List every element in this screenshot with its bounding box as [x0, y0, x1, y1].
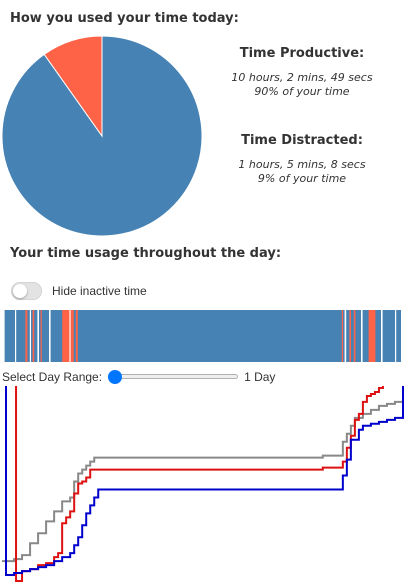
day-range-value: 1 Day [244, 370, 276, 384]
timeline-segment-inactive[interactable] [49, 310, 51, 362]
timeline-segment-distracted[interactable] [32, 310, 35, 362]
day-range-thumb[interactable] [108, 370, 123, 384]
timeline-segment-inactive[interactable] [361, 310, 363, 362]
timeline-segment-distracted[interactable] [353, 310, 356, 362]
day-range-label: Select Day Range: [2, 370, 103, 384]
distracted-stats: Time Distracted: 1 hours, 5 mins, 8 secs… [222, 133, 382, 186]
day-range-slider[interactable] [108, 370, 239, 384]
timeline-segment-inactive[interactable] [401, 310, 403, 362]
timeline-segment-inactive[interactable] [37, 310, 39, 362]
hide-inactive-toggle[interactable] [11, 282, 42, 300]
productive-title: Time Productive: [239, 46, 365, 61]
pie-slice-distracted[interactable] [43, 35, 103, 138]
cumulative-series-line [2, 395, 404, 563]
time-today-heading: How you used your time today: [10, 11, 239, 26]
timeline-segment-inactive[interactable] [381, 310, 383, 362]
distracted-percent: 9% of your time [257, 172, 347, 185]
timeline-segment-distracted[interactable] [341, 310, 343, 362]
day-range-row: Select Day Range: 1 Day [2, 368, 275, 386]
timeline-segment-inactive[interactable] [29, 310, 31, 362]
timeline-segment-distracted[interactable] [25, 310, 28, 362]
timeline-segment-inactive[interactable] [15, 310, 17, 362]
timeline-segment-distracted[interactable] [75, 310, 78, 362]
timeline-segment-inactive[interactable] [69, 310, 71, 362]
hide-inactive-label: Hide inactive time [52, 284, 147, 298]
timeline-segment-inactive[interactable] [3, 310, 5, 362]
cumulative-series-line [15, 386, 384, 583]
time-pie-chart [1, 35, 203, 237]
hide-inactive-row: Hide inactive time [11, 281, 147, 301]
cumulative-series-line [5, 386, 404, 577]
timeline-segment-inactive[interactable] [395, 310, 397, 362]
usage-heading: Your time usage throughout the day: [10, 246, 282, 261]
timeline-segment-inactive[interactable] [344, 310, 347, 362]
productive-percent: 90% of your time [254, 85, 350, 98]
day-range-track [110, 374, 239, 379]
usage-timeline-chart [3, 310, 403, 362]
timeline-segment-distracted[interactable] [349, 310, 351, 362]
cumulative-time-chart [2, 386, 404, 583]
timeline-segment-distracted[interactable] [368, 310, 376, 362]
productive-stats: Time Productive: 10 hours, 2 mins, 49 se… [222, 46, 382, 99]
timeline-segment-distracted[interactable] [40, 310, 42, 362]
productive-duration: 10 hours, 2 mins, 49 secs [231, 71, 373, 84]
timeline-segment-distracted[interactable] [62, 310, 74, 362]
toggle-knob [13, 284, 27, 298]
distracted-title: Time Distracted: [241, 133, 363, 148]
distracted-duration: 1 hours, 5 mins, 8 secs [238, 158, 366, 171]
